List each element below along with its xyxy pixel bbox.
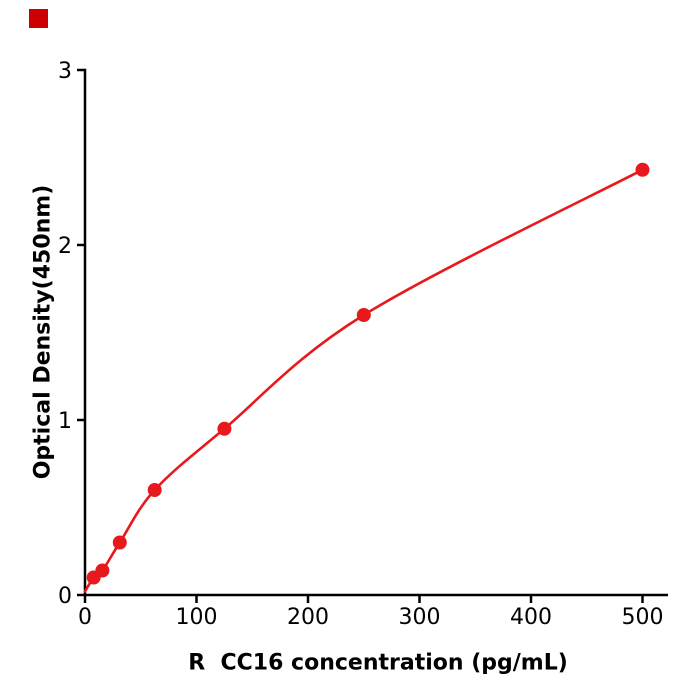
x-tick-label: 200 [287, 605, 329, 630]
data-point [95, 563, 110, 578]
y-tick-label: 2 [58, 234, 72, 259]
data-point [147, 483, 162, 497]
x-tick-label: 0 [78, 605, 92, 630]
x-axis-title: R CC16 concentration (pg/mL) [188, 650, 568, 676]
y-axis-tick-labels: 0 1 2 3 [58, 59, 72, 609]
data-point [635, 162, 650, 177]
data-point [217, 421, 232, 436]
standard-curve-line [83, 168, 644, 593]
y-tick-label: 1 [58, 409, 72, 434]
x-axis-ticks [83, 595, 644, 603]
red-square-mark [29, 9, 48, 28]
x-axis-tick-labels: 0 100 200 300 400 500 [78, 605, 664, 630]
data-points [86, 162, 650, 585]
x-tick-label: 300 [399, 605, 441, 630]
x-tick-label: 400 [510, 605, 552, 630]
data-point [356, 308, 371, 322]
y-axis-ticks [77, 68, 85, 597]
y-axis-title: Optical Density(450nm) [30, 184, 56, 480]
y-tick-label: 3 [58, 59, 72, 84]
data-point [112, 535, 127, 550]
x-tick-label: 100 [176, 605, 218, 630]
y-tick-label: 0 [58, 584, 72, 609]
x-tick-label: 500 [622, 605, 664, 630]
